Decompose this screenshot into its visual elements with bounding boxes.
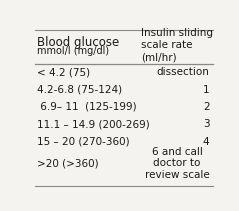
Text: 11.1 – 14.9 (200-269): 11.1 – 14.9 (200-269) [37, 119, 150, 129]
Text: < 4.2 (75): < 4.2 (75) [37, 67, 90, 77]
Text: 6 and call
doctor to
review scale: 6 and call doctor to review scale [145, 147, 210, 180]
Text: 4: 4 [203, 137, 210, 147]
Text: dissection: dissection [157, 67, 210, 77]
Text: 2: 2 [203, 102, 210, 112]
Text: 6.9– 11  (125-199): 6.9– 11 (125-199) [37, 102, 137, 112]
Text: mmol/l (mg/dl): mmol/l (mg/dl) [37, 46, 109, 56]
Text: Insulin sliding
scale rate
(ml/hr): Insulin sliding scale rate (ml/hr) [141, 28, 213, 63]
Text: 1: 1 [203, 85, 210, 95]
Text: 4.2-6.8 (75-124): 4.2-6.8 (75-124) [37, 85, 122, 95]
Text: 3: 3 [203, 119, 210, 129]
Text: >20 (>360): >20 (>360) [37, 158, 99, 168]
Text: Blood glucose: Blood glucose [37, 36, 123, 49]
Text: 15 – 20 (270-360): 15 – 20 (270-360) [37, 137, 130, 147]
